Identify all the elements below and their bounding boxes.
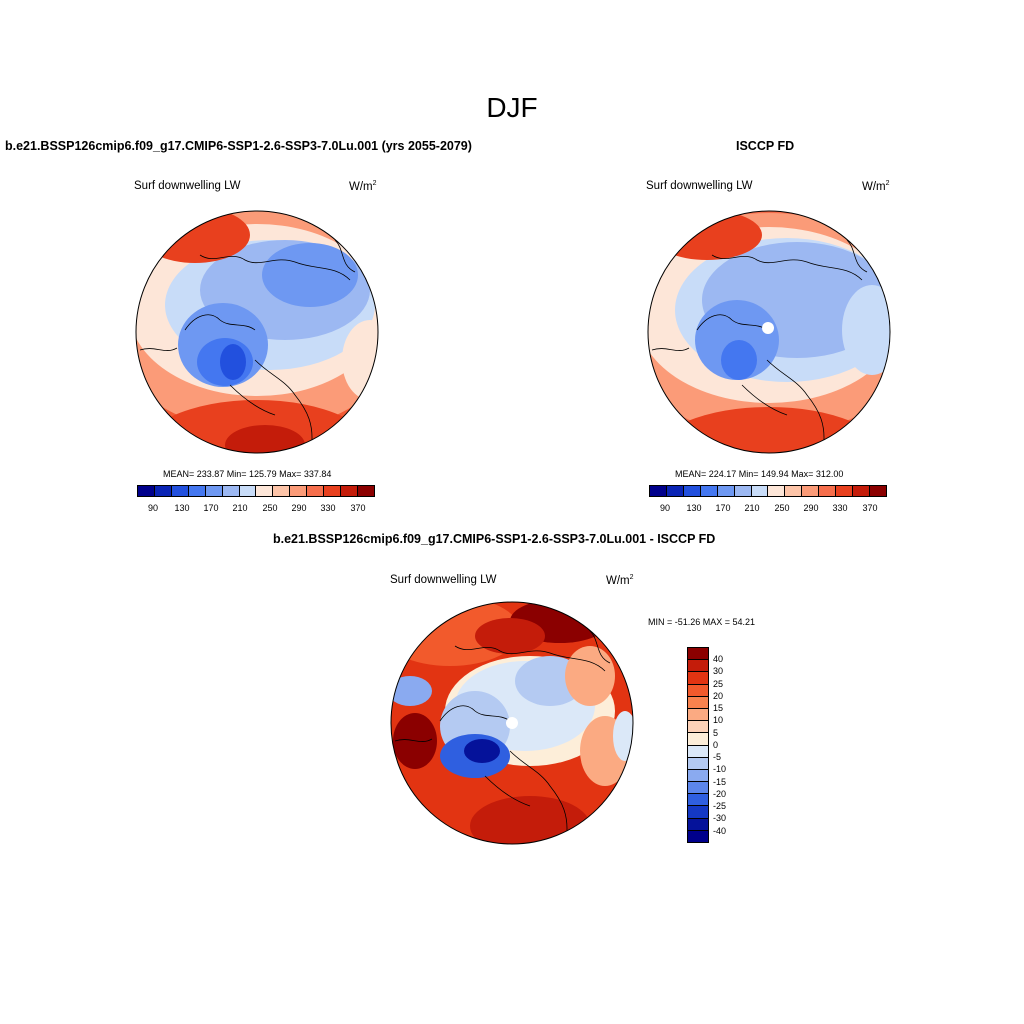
model-tick-250: 250 [262, 503, 278, 513]
diff-tick-5: 5 [713, 728, 719, 738]
diff-tick-neg5: -5 [713, 752, 722, 762]
obs-tick-170: 170 [715, 503, 731, 513]
obs-colorbar [649, 485, 887, 497]
obs-tick-370: 370 [862, 503, 878, 513]
model-variable-label: Surf downwelling LW [134, 180, 241, 192]
diff-tick-neg20: -20 [713, 789, 727, 799]
model-tick-90: 90 [147, 503, 159, 513]
model-polar-map [135, 210, 379, 454]
diff-colorbar [687, 647, 709, 843]
model-stats: MEAN= 233.87 Min= 125.79 Max= 337.84 [163, 469, 332, 479]
obs-tick-90: 90 [659, 503, 671, 513]
obs-unit-label: W/m2 [862, 180, 890, 193]
diff-tick-10: 10 [713, 715, 724, 725]
diff-tick-neg25: -25 [713, 801, 727, 811]
model-tick-170: 170 [203, 503, 219, 513]
model-tick-130: 130 [174, 503, 190, 513]
diff-tick-neg10: -10 [713, 764, 727, 774]
model-tick-370: 370 [350, 503, 366, 513]
diff-tick-40: 40 [713, 654, 724, 664]
model-unit-label: W/m2 [349, 180, 377, 193]
diff-tick-neg30: -30 [713, 813, 727, 823]
model-panel-title: b.e21.BSSP126cmip6.f09_g17.CMIP6-SSP1-2.… [5, 139, 472, 153]
figure-title: DJF [486, 92, 538, 123]
diff-tick-neg15: -15 [713, 777, 727, 787]
obs-variable-label: Surf downwelling LW [646, 180, 753, 192]
diff-tick-20: 20 [713, 691, 724, 701]
diff-tick-25: 25 [713, 679, 724, 689]
diff-variable-label: Surf downwelling LW [390, 574, 497, 586]
obs-tick-210: 210 [744, 503, 760, 513]
model-tick-330: 330 [320, 503, 336, 513]
diff-polar-map [390, 601, 634, 845]
obs-tick-290: 290 [803, 503, 819, 513]
model-tick-210: 210 [232, 503, 248, 513]
diff-stats: MIN = -51.26 MAX = 54.21 [648, 617, 756, 627]
obs-stats: MEAN= 224.17 Min= 149.94 Max= 312.00 [675, 469, 844, 479]
obs-tick-330: 330 [832, 503, 848, 513]
diff-tick-neg40: -40 [713, 826, 727, 836]
obs-polar-map [647, 210, 891, 454]
diff-unit-label: W/m2 [606, 574, 634, 587]
obs-tick-250: 250 [774, 503, 790, 513]
obs-tick-130: 130 [686, 503, 702, 513]
obs-panel-title: ISCCP FD [736, 139, 795, 153]
model-tick-290: 290 [291, 503, 307, 513]
diff-panel-title: b.e21.BSSP126cmip6.f09_g17.CMIP6-SSP1-2.… [273, 532, 716, 546]
diff-tick-0: 0 [713, 740, 719, 750]
model-colorbar [137, 485, 375, 497]
diff-tick-30: 30 [713, 666, 724, 676]
diff-tick-15: 15 [713, 703, 724, 713]
